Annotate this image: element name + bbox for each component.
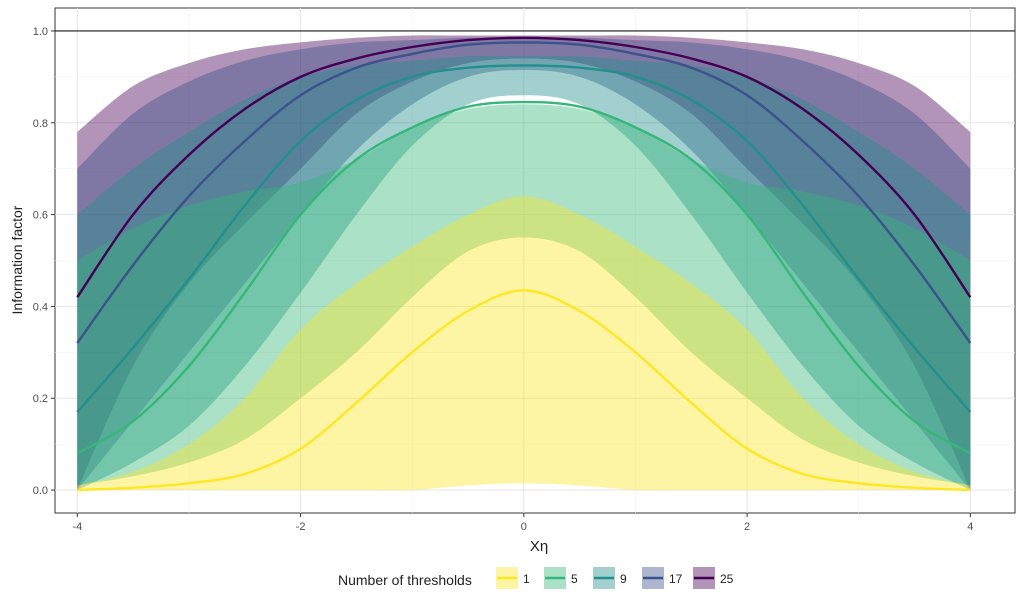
x-tick-label: -4 [72,521,82,533]
y-tick-label: 0.8 [33,118,48,130]
line-layer [76,36,972,492]
legend: Number of thresholds 1 5 9 17 25 [338,567,734,589]
band-17 [77,37,971,491]
legend-title: Number of thresholds [338,572,472,588]
x-tick-label: 4 [967,521,973,533]
band-25 [77,35,971,490]
line-1 [77,289,971,492]
y-tick-label: 0.2 [33,393,48,405]
line-25 [76,36,972,298]
legend-label-5: 5 [571,572,578,586]
line-17 [76,41,972,344]
x-axis-label: Xη [530,538,548,555]
y-tick-label: 0.4 [33,301,48,313]
y-tick-label: 0.6 [33,210,48,222]
band-9 [77,55,971,490]
y-axis-label: Information factor [9,205,25,314]
x-tick-label: -2 [296,521,306,533]
y-tick-label: 0.0 [33,485,48,497]
x-axis-ticks: -4 -2 0 2 4 [72,513,973,533]
legend-label-1: 1 [523,572,530,586]
band-1 [77,196,971,491]
legend-label-9: 9 [620,572,627,586]
legend-label-17: 17 [669,572,683,586]
band-5 [77,104,971,486]
line-9 [76,64,972,413]
x-tick-label: 0 [521,521,527,533]
legend-label-25: 25 [720,572,734,586]
band-layer [77,35,971,491]
line-5 [76,100,971,455]
grid-layer [55,8,1015,513]
y-tick-label: 1.0 [33,26,48,38]
y-axis-ticks: 0.0 0.2 0.4 0.6 0.8 1.0 [33,26,55,497]
x-tick-label: 2 [744,521,750,533]
